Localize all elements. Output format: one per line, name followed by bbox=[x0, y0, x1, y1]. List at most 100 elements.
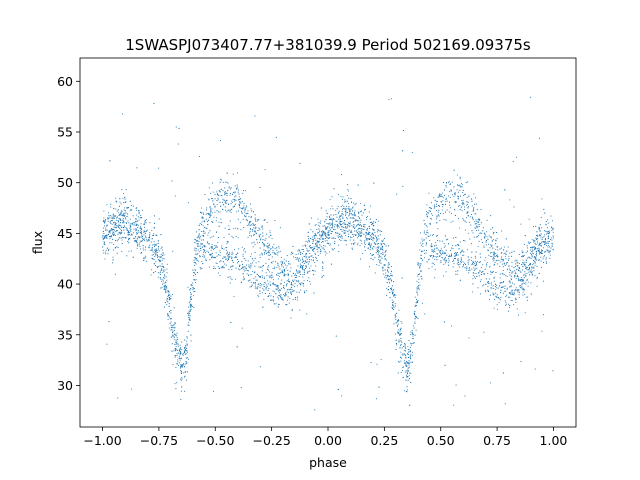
data-point bbox=[200, 236, 202, 238]
data-point bbox=[327, 230, 329, 232]
data-point bbox=[156, 254, 158, 256]
data-point bbox=[188, 324, 190, 327]
data-point bbox=[327, 226, 329, 228]
data-point bbox=[430, 223, 432, 225]
data-point bbox=[224, 202, 226, 204]
data-point bbox=[129, 229, 131, 231]
data-point bbox=[416, 280, 418, 282]
data-point bbox=[247, 260, 249, 262]
data-point bbox=[408, 360, 410, 362]
data-point bbox=[140, 223, 142, 225]
data-point bbox=[464, 193, 466, 195]
data-point bbox=[462, 199, 464, 201]
data-point bbox=[439, 213, 442, 215]
data-point bbox=[431, 245, 433, 248]
data-point bbox=[154, 263, 156, 265]
data-point bbox=[296, 280, 298, 282]
data-point bbox=[450, 213, 452, 215]
data-point bbox=[290, 292, 292, 295]
data-point bbox=[294, 273, 296, 275]
data-point bbox=[457, 191, 459, 193]
data-point bbox=[326, 252, 328, 254]
data-point bbox=[492, 285, 494, 287]
data-point bbox=[242, 207, 244, 209]
data-point bbox=[243, 268, 245, 270]
data-point bbox=[435, 218, 437, 220]
data-point bbox=[515, 278, 517, 280]
data-point bbox=[166, 298, 169, 300]
data-point bbox=[477, 222, 479, 224]
data-point bbox=[360, 230, 363, 232]
data-point bbox=[157, 267, 159, 269]
data-point bbox=[266, 251, 268, 254]
data-point bbox=[143, 234, 145, 236]
data-point bbox=[194, 290, 196, 293]
data-point bbox=[248, 264, 250, 266]
data-point bbox=[283, 288, 285, 290]
data-point bbox=[136, 239, 138, 242]
data-point bbox=[315, 235, 317, 237]
data-point bbox=[545, 220, 547, 223]
data-point bbox=[511, 265, 513, 267]
data-point bbox=[267, 254, 269, 256]
data-point bbox=[411, 361, 413, 363]
data-point bbox=[472, 232, 474, 234]
data-point bbox=[536, 276, 538, 278]
data-point bbox=[450, 221, 452, 223]
data-point bbox=[180, 358, 182, 360]
data-point bbox=[123, 225, 125, 227]
data-point bbox=[235, 195, 237, 197]
data-point bbox=[534, 240, 536, 242]
data-point bbox=[417, 300, 419, 302]
data-point bbox=[304, 244, 306, 246]
data-point bbox=[468, 221, 470, 223]
data-point bbox=[440, 201, 442, 203]
data-point bbox=[242, 255, 244, 257]
data-point bbox=[191, 306, 194, 308]
data-point bbox=[547, 219, 549, 221]
data-point bbox=[187, 286, 189, 288]
data-point bbox=[238, 199, 240, 201]
data-point bbox=[512, 161, 514, 163]
data-point bbox=[372, 240, 374, 242]
data-point bbox=[513, 267, 515, 269]
data-point bbox=[105, 229, 107, 231]
data-point bbox=[103, 252, 105, 254]
data-point bbox=[265, 287, 267, 289]
data-point bbox=[340, 228, 342, 230]
data-point bbox=[281, 269, 283, 271]
data-point bbox=[514, 290, 516, 292]
data-point bbox=[136, 233, 138, 235]
data-point bbox=[471, 198, 473, 200]
data-point bbox=[441, 256, 443, 259]
data-point bbox=[229, 276, 231, 278]
data-point bbox=[361, 232, 363, 234]
data-point bbox=[415, 304, 417, 306]
data-point bbox=[474, 255, 476, 257]
data-point bbox=[529, 241, 531, 244]
data-point bbox=[265, 253, 267, 255]
data-point bbox=[261, 275, 263, 277]
data-point bbox=[143, 238, 145, 240]
data-point bbox=[507, 303, 510, 305]
data-point bbox=[351, 231, 353, 233]
data-point bbox=[234, 191, 236, 193]
data-point bbox=[208, 217, 210, 219]
data-point bbox=[145, 218, 147, 220]
data-point bbox=[237, 252, 239, 254]
data-point bbox=[487, 238, 489, 240]
data-point bbox=[255, 218, 257, 220]
data-point bbox=[459, 185, 461, 187]
data-point bbox=[430, 254, 432, 257]
data-point bbox=[244, 211, 246, 213]
data-point bbox=[476, 267, 478, 269]
data-point bbox=[219, 254, 221, 256]
data-point bbox=[256, 239, 258, 241]
data-point bbox=[194, 262, 197, 264]
data-point bbox=[312, 239, 315, 241]
data-point bbox=[443, 275, 445, 277]
data-point bbox=[124, 196, 126, 198]
data-point bbox=[165, 290, 167, 292]
data-point bbox=[462, 261, 464, 263]
data-point bbox=[139, 217, 141, 219]
